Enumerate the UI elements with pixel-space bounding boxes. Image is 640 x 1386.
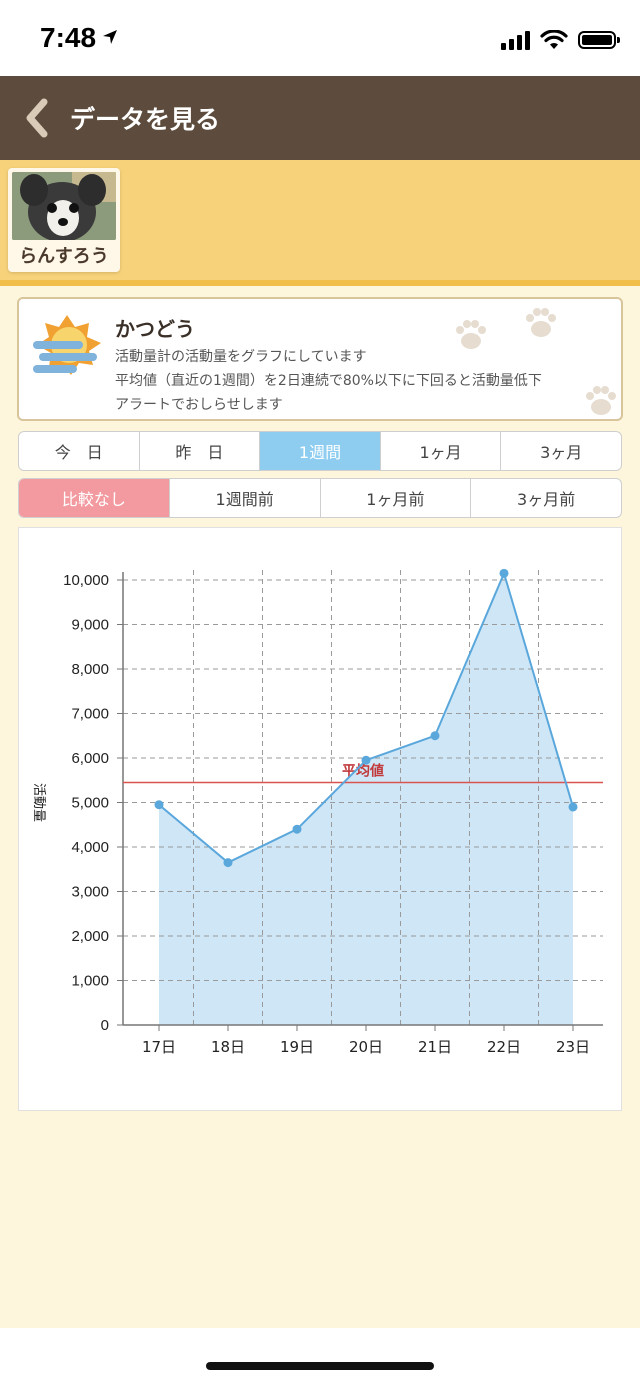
compare-tabs: 比較なし 1週間前 1ヶ月前 3ヶ月前 [18,478,622,518]
x-tick-label: 19日 [280,1038,314,1056]
tab-compare-1month[interactable]: 1ヶ月前 [321,479,472,517]
data-point [223,858,233,868]
x-tick-label: 23日 [556,1038,590,1056]
location-arrow-icon [103,30,117,44]
cellular-signal-icon [501,30,530,50]
paw-print-icon [586,386,616,415]
divider [0,280,640,286]
x-tick-label: 18日 [211,1038,245,1056]
pet-profile-card[interactable]: らんすろう [8,168,120,272]
data-point [430,731,440,741]
activity-chart: 0 1,000 2,000 3,000 4,000 5,000 6,000 7,000 8,00… [31,568,603,1056]
nav-bar: データを見る [0,76,640,160]
data-point [361,755,371,765]
activity-title: かつどう [115,317,195,341]
wifi-icon [540,30,568,49]
tab-compare-1week[interactable]: 1週間前 [170,479,321,517]
x-tick-label: 20日 [349,1038,383,1056]
status-bar: 7:48 [0,0,640,76]
average-label: 平均値 [342,762,384,779]
pet-name: らんすろう [19,246,109,267]
pet-avatar [12,172,116,240]
description-line: 平均値（直近の1週間）を2日連続で80%以下に下回ると活動量低下 [115,373,542,389]
tab-3months[interactable]: 3ヶ月 [540,443,583,462]
y-tick-label: 1,000 [71,973,109,990]
tab-no-compare[interactable]: 比較なし [19,479,170,517]
y-tick-label: 0 [101,1017,109,1034]
data-point [292,824,302,834]
back-button[interactable] [18,94,58,142]
data-point [154,800,164,810]
activity-weather-icon [33,315,101,375]
description-line: 活動量計の活動量をグラフにしています [115,349,367,365]
data-point [568,802,578,812]
y-tick-label: 9,000 [71,617,109,634]
tab-compare-3months[interactable]: 3ヶ月前 [517,490,576,509]
y-tick-label: 6,000 [71,750,109,767]
x-tick-label: 21日 [418,1038,452,1056]
activity-description: 活動量計の活動量をグラフにしています 平均値（直近の1週間）を2日連続で80%以… [115,345,615,417]
status-icons [501,28,620,52]
paw-print-icon [526,308,556,337]
y-tick-label: 4,000 [71,839,109,856]
x-tick-label: 17日 [142,1038,176,1056]
battery-icon [578,31,620,49]
y-tick-label: 3,000 [71,884,109,901]
tab-1week[interactable]: 1週間 [260,432,381,470]
y-tick-label: 10,000 [63,572,109,589]
data-point [499,568,509,578]
home-indicator [206,1362,434,1370]
tab-today[interactable]: 今 日 [19,432,140,470]
y-tick-label: 5,000 [71,795,109,812]
activity-chart-card: 0 1,000 2,000 3,000 4,000 5,000 6,000 7,000 8,00… [18,527,622,1111]
page-title: データを見る [70,105,221,134]
tab-1month[interactable]: 1ヶ月 [381,432,502,470]
bottom-area [0,1328,640,1386]
x-tick-label: 22日 [487,1038,521,1056]
y-tick-label: 2,000 [71,928,109,945]
paw-print-icon [456,320,486,349]
y-tick-label: 8,000 [71,661,109,678]
description-line: アラートでおしらせします [115,397,283,413]
tab-yesterday[interactable]: 昨 日 [140,432,261,470]
status-time: 7:48 [40,22,97,53]
period-tabs: 今 日 昨 日 1週間 1ヶ月 3ヶ月 [18,431,622,471]
y-axis-label: 活動量 [31,783,46,822]
series-area [159,573,573,1025]
y-tick-label: 7,000 [71,706,109,723]
activity-info-card: かつどう 活動量計の活動量をグラフにしています 平均値（直近の1週間）を2日連続… [17,297,623,421]
